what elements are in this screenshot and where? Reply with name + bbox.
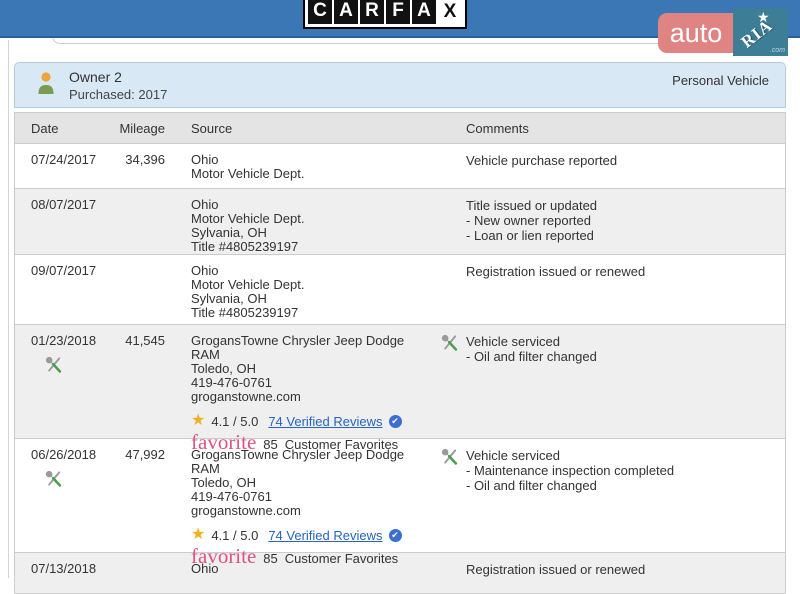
record-mileage: 47,992 <box>125 447 165 462</box>
table-row: 07/24/2017 34,396 Ohio Motor Vehicle Dep… <box>15 144 785 189</box>
column-header-comments: Comments <box>466 120 529 136</box>
table-row: 01/23/2018 41,545 GrogansTowne Chrysler … <box>15 325 785 453</box>
owner-history-section: Owner 2 Purchased: 2017 Personal Vehicle… <box>14 62 786 594</box>
record-comments: Title issued or updated - New owner repo… <box>466 198 598 243</box>
carfax-letter-tile: A <box>412 0 436 24</box>
record-source: Ohio Motor Vehicle Dept. <box>191 152 305 181</box>
favorite-logo: favorite <box>191 544 257 568</box>
record-date-cell: 06/26/2018 <box>15 447 97 566</box>
column-header-date: Date <box>31 120 59 136</box>
verified-reviews-link[interactable]: 74 Verified Reviews <box>268 527 383 543</box>
record-comments: Registration issued or renewed <box>466 264 646 279</box>
table-row: 08/07/2017 Ohio Motor Vehicle Dept. Sylv… <box>15 189 785 255</box>
table-row: 09/07/2017 Ohio Motor Vehicle Dept. Sylv… <box>15 255 785 325</box>
carfax-letter-tile: R <box>360 0 384 24</box>
service-tools-icon <box>45 470 95 491</box>
owner-text-block: Owner 2 Purchased: 2017 <box>69 69 167 102</box>
verified-reviews-link[interactable]: 74 Verified Reviews <box>268 413 383 429</box>
record-mileage <box>95 264 165 324</box>
verified-badge-icon: ✔ <box>388 414 402 428</box>
customer-favorites-line: favorite 85 Customer Favorites <box>191 544 433 568</box>
record-date: 07/24/2017 <box>31 152 97 167</box>
record-source-cell: GrogansTowne Chrysler Jeep Dodge RAM Tol… <box>165 447 433 568</box>
owner-banner: Owner 2 Purchased: 2017 Personal Vehicle <box>14 62 786 108</box>
carfax-letter-tile: A <box>334 0 358 24</box>
favorite-count: 85 <box>263 437 278 452</box>
owner-purchased: Purchased: 2017 <box>69 86 168 102</box>
owner-title: Owner 2 <box>69 68 122 85</box>
column-header-source: Source <box>191 120 233 136</box>
record-source: Ohio Motor Vehicle Dept. Sylvania, OH Ti… <box>191 263 305 320</box>
service-tools-icon <box>433 448 466 566</box>
record-comments: Vehicle purchase reported <box>466 153 618 168</box>
record-date: 09/07/2017 <box>31 263 97 278</box>
record-source: GrogansTowne Chrysler Jeep Dodge RAM Tol… <box>191 333 405 404</box>
record-comments: Vehicle serviced - Oil and filter change… <box>466 334 597 364</box>
favorite-label: Customer Favorites <box>284 551 399 566</box>
record-date: 01/23/2018 <box>31 333 97 348</box>
record-date: 07/13/2018 <box>31 561 97 576</box>
record-comments: Vehicle serviced - Maintenance inspectio… <box>466 448 675 493</box>
record-source-cell: GrogansTowne Chrysler Jeep Dodge RAM Tol… <box>165 333 433 454</box>
verified-badge-icon: ✔ <box>388 528 402 542</box>
history-table: Date Mileage Source Comments 07/24/2017 … <box>14 112 786 594</box>
dealer-rating-line: ★ 4.1 / 5.0 74 Verified Reviews ✔ <box>191 527 433 543</box>
auto-ria-logo-auto: auto <box>658 13 734 53</box>
carfax-letter-tile: X <box>438 0 462 24</box>
record-comments: Registration issued or renewed <box>466 562 646 577</box>
ria-star-icon: ★ <box>757 9 770 25</box>
rating-score: 4.1 / 5.0 <box>211 527 259 543</box>
star-icon: ★ <box>191 526 206 543</box>
service-tools-icon <box>433 334 466 452</box>
service-tools-icon <box>45 356 95 377</box>
record-date: 06/26/2018 <box>31 447 97 462</box>
carfax-letter-tile: F <box>386 0 410 24</box>
customer-favorites-line: favorite 85 Customer Favorites <box>191 430 433 454</box>
record-date-cell: 01/23/2018 <box>15 333 97 452</box>
favorite-count: 85 <box>263 551 278 566</box>
record-mileage: 34,396 <box>125 152 165 167</box>
record-mileage: 41,545 <box>125 333 165 348</box>
favorite-label: Customer Favorites <box>284 437 399 452</box>
record-source: GrogansTowne Chrysler Jeep Dodge RAM Tol… <box>191 447 405 518</box>
star-icon: ★ <box>191 412 206 429</box>
ria-logo-com: .com <box>769 47 785 54</box>
carfax-logo: C A R F A X <box>303 0 467 29</box>
record-mileage <box>95 198 165 254</box>
rating-score: 4.1 / 5.0 <box>211 413 259 429</box>
record-date: 08/07/2017 <box>31 197 97 212</box>
carfax-letter-tile: C <box>308 0 332 24</box>
table-header-row: Date Mileage Source Comments <box>15 113 785 144</box>
page-left-border <box>8 40 9 578</box>
column-header-mileage: Mileage <box>119 120 165 136</box>
record-source: Ohio <box>191 561 219 576</box>
auto-ria-logo-square: ★ RIA .com <box>733 8 788 56</box>
table-row: 06/26/2018 47,992 GrogansTowne Chrysler … <box>15 439 785 567</box>
favorite-logo: favorite <box>191 430 257 454</box>
vehicle-type-label: Personal Vehicle <box>672 72 769 88</box>
person-icon <box>35 71 57 100</box>
dealer-rating-line: ★ 4.1 / 5.0 74 Verified Reviews ✔ <box>191 413 433 429</box>
record-source: Ohio Motor Vehicle Dept. Sylvania, OH Ti… <box>191 197 305 254</box>
